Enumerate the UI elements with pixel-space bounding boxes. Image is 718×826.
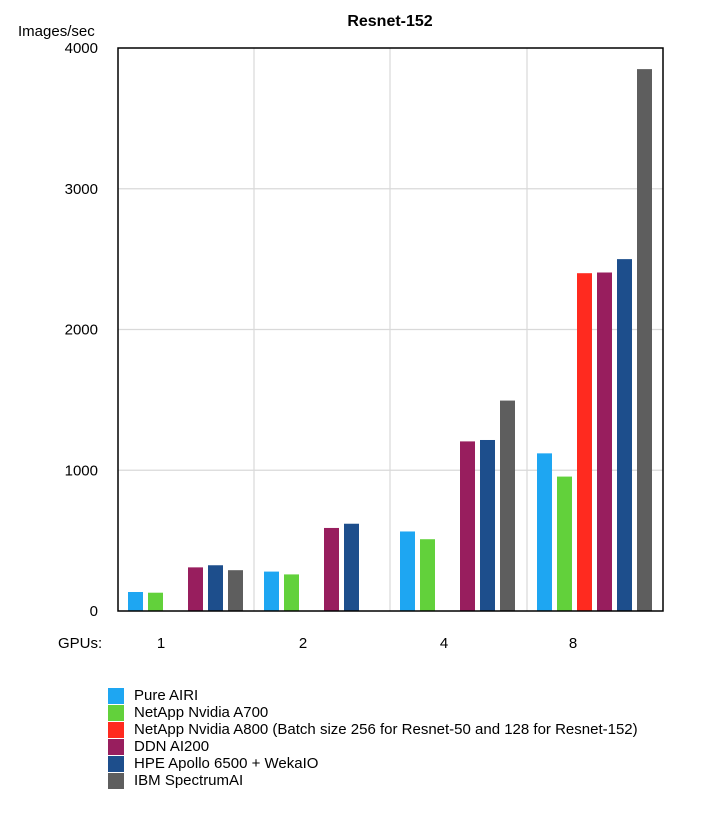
- legend-swatch: [108, 721, 124, 738]
- bar: [228, 570, 243, 611]
- bar: [460, 441, 475, 611]
- legend-label: NetApp Nvidia A700: [134, 704, 269, 721]
- bar: [208, 565, 223, 611]
- bar: [557, 476, 572, 611]
- bar: [577, 273, 592, 611]
- bar: [128, 591, 143, 611]
- x-tick-label: 4: [440, 635, 448, 652]
- chart-title: Resnet-152: [347, 13, 432, 30]
- legend-swatch: [108, 755, 124, 772]
- plot-frame: [117, 47, 664, 612]
- grid-lines: [118, 48, 663, 611]
- y-axis-label: Images/sec: [18, 23, 95, 40]
- bar: [420, 539, 435, 611]
- legend-swatch: [108, 738, 124, 755]
- legend-swatch: [108, 687, 124, 704]
- legend-item: DDN AI200: [108, 738, 638, 755]
- legend-label: NetApp Nvidia A800 (Batch size 256 for R…: [134, 721, 638, 738]
- legend-label: IBM SpectrumAI: [134, 772, 244, 789]
- bar: [324, 527, 339, 611]
- bar: [284, 574, 299, 611]
- x-tick-label: 2: [299, 635, 307, 652]
- bar: [400, 531, 415, 611]
- x-tick-label: 1: [157, 635, 165, 652]
- bar: [597, 272, 612, 611]
- bar: [264, 571, 279, 611]
- legend-label: HPE Apollo 6500 + WekaIO: [134, 755, 319, 772]
- bar: [188, 567, 203, 611]
- legend-item: NetApp Nvidia A800 (Batch size 256 for R…: [108, 721, 638, 738]
- legend-item: NetApp Nvidia A700: [108, 704, 638, 721]
- bar: [480, 439, 495, 611]
- y-tick-label: 1000: [65, 462, 98, 479]
- legend: Pure AIRI NetApp Nvidia A700 NetApp Nvid…: [108, 687, 638, 789]
- bar: [500, 400, 515, 611]
- bar: [537, 453, 552, 611]
- legend-swatch: [108, 704, 124, 721]
- legend-label: DDN AI200: [134, 738, 210, 755]
- bar: [148, 592, 163, 611]
- y-tick-labels: 0 1000 2000 3000 4000: [65, 40, 98, 620]
- bar: [344, 523, 359, 611]
- x-axis-label: GPUs:: [58, 635, 102, 652]
- legend-item: Pure AIRI: [108, 687, 638, 704]
- legend-label: Pure AIRI: [134, 687, 199, 704]
- x-tick-labels: 1 2 4 8: [157, 635, 577, 652]
- bar: [617, 259, 632, 611]
- y-tick-label: 3000: [65, 181, 98, 198]
- y-tick-label: 2000: [65, 322, 98, 339]
- legend-item: IBM SpectrumAI: [108, 772, 638, 789]
- y-tick-label: 4000: [65, 40, 98, 57]
- legend-item: HPE Apollo 6500 + WekaIO: [108, 755, 638, 772]
- y-tick-label: 0: [90, 603, 98, 620]
- x-tick-label: 8: [569, 635, 577, 652]
- legend-swatch: [108, 772, 124, 789]
- bars: [128, 69, 652, 612]
- bar: [637, 69, 652, 612]
